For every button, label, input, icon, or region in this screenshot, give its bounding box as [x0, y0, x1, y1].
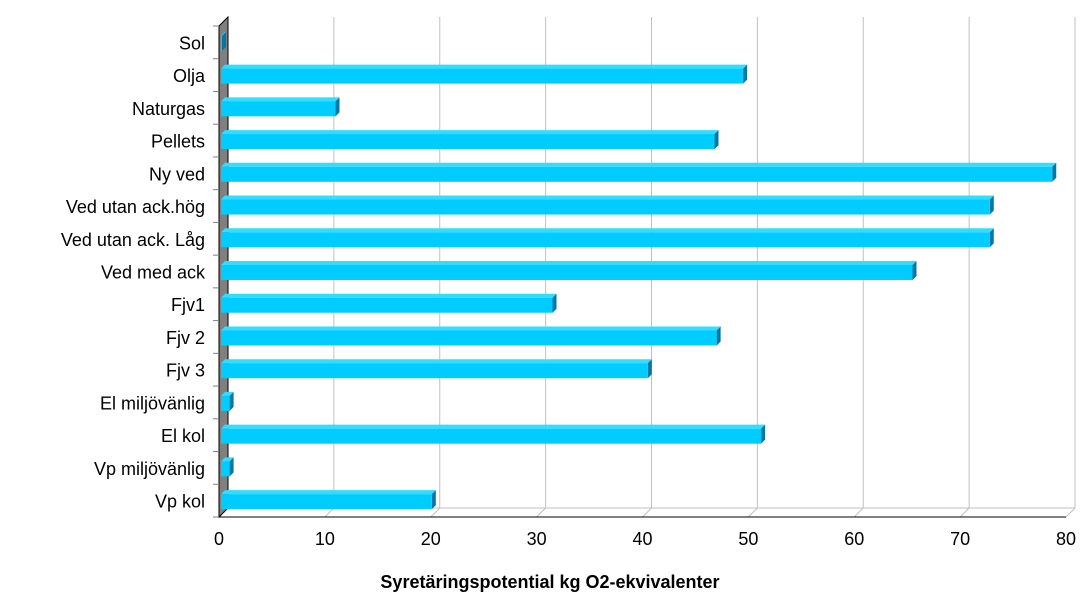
- category-label-4: Ny ved: [149, 164, 205, 184]
- floor-line-6: [853, 507, 864, 518]
- bar-top-7: [221, 261, 917, 265]
- category-label-3: Pellets: [151, 132, 205, 152]
- x-tick-label-4: 40: [632, 529, 652, 549]
- bar-top-13: [221, 457, 234, 462]
- category-label-1: Olja: [173, 66, 206, 86]
- category-labels: Sol Olja Naturgas Pellets Ny ved Ved utan ack…: [61, 33, 206, 511]
- bar-end-13: [229, 457, 234, 477]
- bar-top-14: [221, 490, 436, 495]
- bar-2: [221, 101, 336, 117]
- x-tick-label-2: 20: [421, 529, 441, 549]
- category-label-13: Vp miljövänlig: [94, 459, 205, 479]
- floor-line-4: [642, 507, 652, 518]
- bar-end-8: [552, 293, 557, 313]
- x-tick-label-7: 70: [950, 529, 970, 549]
- bar-top-5: [221, 195, 994, 200]
- category-label-7: Ved med ack: [101, 263, 206, 283]
- bar-top-12: [221, 424, 766, 429]
- floor-line-2: [430, 507, 441, 518]
- bar-end-1: [743, 64, 748, 84]
- category-label-12: El kol: [161, 426, 205, 446]
- bar-9: [221, 330, 717, 346]
- bar-top-1: [221, 64, 748, 69]
- bar-end-4: [1052, 162, 1057, 182]
- x-tick-label-3: 30: [527, 529, 547, 549]
- bar-top-3: [221, 130, 719, 135]
- bar-1: [221, 68, 744, 84]
- category-label-0: Sol: [179, 33, 205, 53]
- floor-line-3: [536, 507, 546, 518]
- category-label-8: Fjv1: [171, 295, 205, 315]
- bar-4: [221, 166, 1053, 182]
- bar-5: [221, 199, 990, 215]
- bar-end-0: [222, 31, 226, 51]
- bar-10: [221, 363, 648, 379]
- floor-line-8: [1065, 507, 1076, 518]
- bar-top-4: [221, 162, 1057, 167]
- x-tick-label-6: 60: [844, 529, 864, 549]
- x-tick-label-1: 10: [315, 529, 335, 549]
- bar-end-11: [229, 391, 234, 411]
- x-tick-labels: 0 10 20 30 40 50 60 70 80: [214, 529, 1076, 549]
- x-axis-title: Syretäringspotential kg O2-ekvivalenter: [380, 572, 719, 592]
- category-label-6: Ved utan ack. Låg: [61, 230, 205, 250]
- bar-7: [221, 265, 913, 280]
- bar-top-8: [221, 293, 557, 298]
- bar-end-7: [912, 261, 917, 280]
- bar-top-0: [221, 31, 226, 36]
- bar-end-10: [647, 359, 652, 379]
- bar-end-6: [989, 228, 994, 248]
- bar-13: [221, 461, 230, 477]
- category-label-9: Fjv 2: [166, 328, 205, 348]
- bar-top-9: [221, 326, 721, 331]
- bar-12: [221, 428, 762, 444]
- floor-line-5: [748, 507, 758, 518]
- bars: [221, 31, 1057, 510]
- bar-end-3: [714, 130, 719, 150]
- bar-14: [221, 494, 432, 510]
- floor-line-1: [324, 507, 335, 518]
- bar-top-2: [221, 97, 340, 102]
- bar-end-12: [761, 424, 766, 444]
- bar-end-5: [989, 195, 994, 215]
- bar-end-2: [335, 97, 340, 117]
- bar-6: [221, 232, 990, 248]
- bar-3: [221, 134, 715, 150]
- bar-11: [221, 395, 230, 411]
- floor-line-7: [959, 507, 970, 518]
- bar-end-9: [716, 326, 721, 346]
- category-label-10: Fjv 3: [166, 361, 205, 381]
- x-tick-label-8: 80: [1056, 529, 1076, 549]
- category-label-14: Vp kol: [155, 492, 205, 512]
- x-tick-label-0: 0: [214, 529, 224, 549]
- bar-end-14: [431, 490, 436, 510]
- category-label-2: Naturgas: [132, 99, 205, 119]
- bar-top-6: [221, 228, 994, 233]
- bar-8: [221, 297, 553, 313]
- category-label-5: Ved utan ack.hög: [66, 197, 205, 217]
- x-tick-label-5: 50: [738, 529, 758, 549]
- bar-top-10: [221, 359, 652, 364]
- category-label-11: El miljövänlig: [100, 393, 205, 413]
- bar-top-11: [221, 391, 234, 396]
- bar-0: [221, 35, 222, 51]
